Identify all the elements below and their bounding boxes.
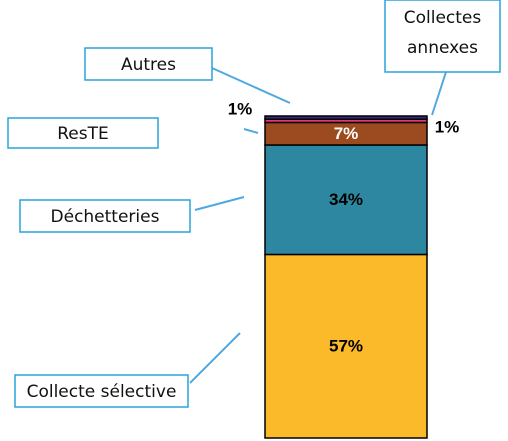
legend-box (7, 117, 159, 149)
legend-box (19, 199, 191, 233)
connector (189, 332, 241, 384)
legend-label-line: Collectes (404, 8, 482, 28)
data-label: 1% (228, 99, 253, 118)
legend-label: Collecte sélective (27, 382, 177, 402)
bar-segment (264, 115, 428, 120)
bar-segment (264, 253, 428, 439)
data-label: 1% (435, 117, 460, 136)
connector (431, 71, 447, 116)
connectors (189, 67, 447, 384)
data-label: 7% (334, 124, 359, 143)
legend-label: ResTE (57, 124, 109, 144)
data-label: 34% (329, 190, 363, 209)
connector (243, 128, 259, 134)
legend-label-line: annexes (407, 38, 478, 58)
data-label: 57% (329, 337, 363, 356)
legend-box (14, 374, 189, 408)
legend-box (384, 0, 501, 73)
legend-box (84, 47, 213, 81)
legend-label: Collectes annexes (404, 8, 482, 58)
connector (211, 67, 291, 104)
connector (194, 196, 245, 211)
legend-label: Autres (121, 55, 176, 75)
legend-label: Déchetteries (51, 207, 160, 227)
